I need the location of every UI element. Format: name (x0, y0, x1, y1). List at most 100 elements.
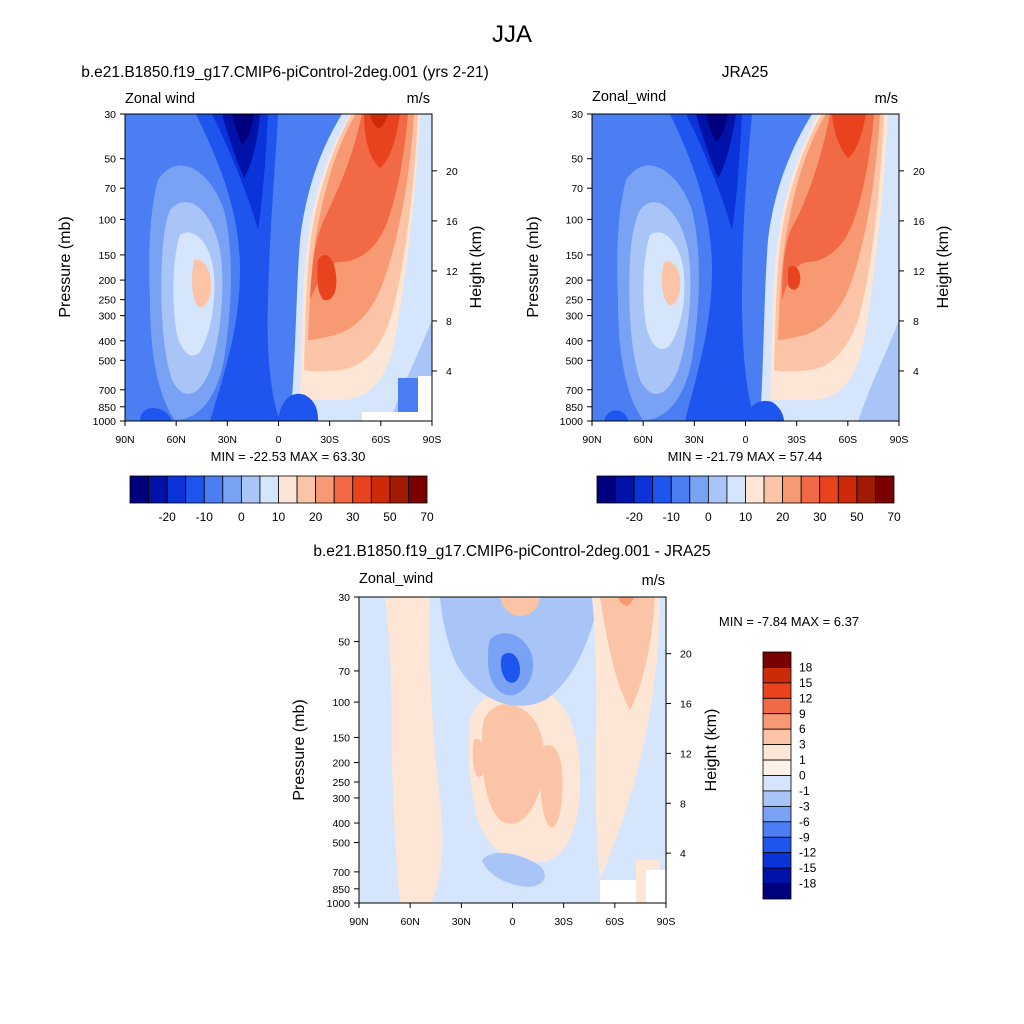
colorbar-swatch (800, 475, 821, 504)
colorbar-swatch (762, 852, 792, 869)
height-tick-label: 4 (913, 366, 919, 378)
colorbar-label: -20 (625, 510, 643, 524)
colorbar-swatch (782, 475, 802, 504)
colorbar-swatch (166, 475, 187, 504)
pressure-tick-label: 1000 (560, 416, 584, 428)
lat-tick-label: 30S (554, 916, 573, 928)
colorbar-swatch (762, 713, 792, 730)
pressure-tick-label: 150 (98, 250, 116, 262)
colorbar-swatch (819, 475, 839, 504)
lat-tick-label: 60S (605, 916, 624, 928)
pressure-tick-label: 300 (332, 793, 350, 805)
colorbar-swatch (689, 475, 709, 504)
colorbar-label: -10 (663, 510, 681, 524)
panel-diff: b.e21.B1850.f19_g17.CMIP6-piControl-2deg… (291, 543, 859, 928)
pressure-tick-label: 30 (571, 109, 583, 121)
panel-obs-ylabel2: Height (km) (935, 226, 952, 309)
colorbar-swatch (763, 475, 784, 504)
colorbar-swatch (203, 475, 224, 504)
colorbar-swatch (352, 475, 372, 504)
colorbar-swatch (837, 475, 858, 504)
colorbar-swatch (762, 744, 792, 761)
pressure-tick-label: 300 (565, 311, 583, 323)
height-tick-label: 12 (446, 266, 458, 278)
colorbar-swatch (408, 475, 428, 504)
colorbar-swatch (762, 651, 792, 668)
pressure-tick-label: 500 (98, 355, 116, 367)
lat-tick-label: 30S (787, 434, 806, 446)
colorbar-swatch (129, 475, 149, 504)
colorbar-label: -20 (158, 510, 176, 524)
colorbar-swatch (875, 475, 895, 504)
lat-tick-label: 30S (320, 434, 339, 446)
pressure-tick-label: 150 (565, 250, 583, 262)
panel-model-variable: Zonal wind (125, 91, 195, 107)
colorbar-swatch (278, 475, 298, 504)
lat-tick-label: 60N (634, 434, 653, 446)
colorbar-swatch (762, 836, 792, 854)
pressure-tick-label: 30 (104, 109, 116, 121)
colorbar-swatch (762, 883, 792, 900)
colorbar-swatch (726, 475, 746, 504)
colorbar-label: -3 (799, 799, 810, 813)
height-tick-label: 8 (913, 316, 919, 328)
colorbar-label: 0 (705, 510, 712, 524)
colorbar-label: 0 (238, 510, 245, 524)
colorbar-label: 70 (887, 510, 901, 524)
colorbar-swatch (222, 475, 242, 504)
lat-tick-label: 0 (276, 434, 282, 446)
pressure-tick-label: 500 (565, 355, 583, 367)
panel-diff-ylabel2: Height (km) (703, 709, 720, 792)
lat-tick-label: 90S (423, 434, 442, 446)
colorbar-swatch (762, 728, 792, 746)
colorbar-label: 20 (776, 510, 790, 524)
colorbar-swatch (762, 667, 792, 684)
pressure-tick-label: 100 (98, 214, 116, 226)
panel-obs-field (592, 114, 899, 421)
height-tick-label: 8 (446, 316, 452, 328)
panel-obs-axes: 30 50 70 100 150 200 250 300 400 500 700 850 1000 20 1… (560, 109, 925, 446)
pressure-tick-label: 400 (565, 336, 583, 348)
pressure-tick-label: 30 (338, 592, 350, 604)
panel-model-axes: 30 50 70 100 150 200 250 300 400 500 700 850 1000 20 1… (93, 109, 458, 446)
colorbar-swatch (389, 475, 409, 504)
pressure-tick-label: 200 (565, 275, 583, 287)
height-tick-label: 16 (446, 216, 458, 228)
colorbar-label: 70 (420, 510, 434, 524)
colorbar-label: 9 (799, 707, 806, 721)
pressure-tick-label: 400 (98, 336, 116, 348)
panel-model-ylabel: Pressure (mb) (57, 216, 74, 317)
panel-diff-ylabel: Pressure (mb) (291, 699, 308, 800)
pressure-tick-label: 100 (332, 697, 350, 709)
panel-diff-axes: 30 50 70 100 150 200 250 300 400 500 700 850 1000 20 1… (327, 592, 692, 928)
panel-diff-title: b.e21.B1850.f19_g17.CMIP6-piControl-2deg… (313, 543, 710, 560)
colorbar-swatch (762, 790, 792, 807)
colorbar-label: -18 (799, 877, 817, 891)
panel-obs-minmax: MIN = -21.79 MAX = 57.44 (668, 449, 823, 464)
pressure-tick-label: 1000 (327, 898, 351, 910)
pressure-tick-label: 850 (565, 402, 583, 414)
colorbar-label: -12 (799, 846, 817, 860)
height-tick-label: 16 (680, 699, 692, 711)
colorbar-swatch (370, 475, 391, 504)
colorbar-label: -9 (799, 830, 810, 844)
pressure-tick-label: 150 (332, 732, 350, 744)
height-tick-label: 20 (680, 649, 692, 661)
pressure-tick-label: 850 (98, 402, 116, 414)
pressure-tick-label: 70 (104, 183, 116, 195)
lat-tick-label: 90N (349, 916, 368, 928)
pressure-tick-label: 400 (332, 818, 350, 830)
lat-tick-label: 60N (167, 434, 186, 446)
pressure-tick-label: 200 (98, 275, 116, 287)
panel-model-units: m/s (407, 91, 430, 107)
height-tick-label: 20 (446, 166, 458, 178)
colorbar-swatch (333, 475, 354, 504)
pressure-tick-label: 100 (565, 214, 583, 226)
colorbar-swatch (185, 475, 205, 504)
colorbar-label: 30 (813, 510, 827, 524)
pressure-tick-label: 850 (332, 884, 350, 896)
lat-tick-label: 90S (657, 916, 676, 928)
colorbar-swatch (762, 682, 792, 699)
lat-tick-label: 30N (685, 434, 704, 446)
